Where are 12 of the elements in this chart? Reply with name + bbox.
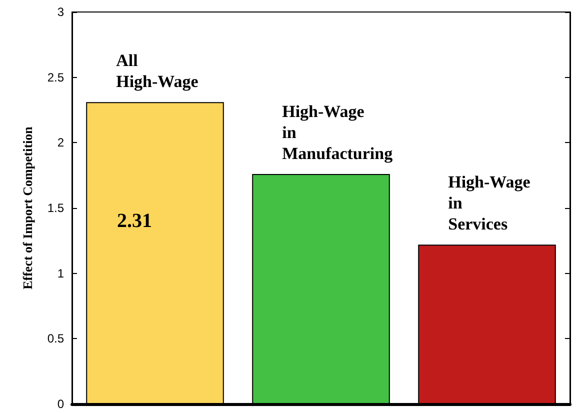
y-tick-label: 1	[57, 266, 64, 280]
y-axis-title: Effect of Import Competition	[20, 126, 35, 290]
x-tick-label: High-Wage in Manufacturing	[282, 102, 394, 164]
x-tick-label: High-Wage in Services	[448, 172, 531, 234]
y-tick-label: 3	[57, 5, 64, 19]
y-tick-label: 0.5	[47, 332, 64, 346]
y-tick-label: 1.5	[47, 201, 64, 215]
data-label: 2.31	[117, 210, 152, 232]
y-tick-label: 0	[57, 397, 64, 411]
x-tick-label: All High-Wage	[116, 51, 199, 92]
y-tick-label: 2	[57, 136, 64, 150]
y-tick-label: 2.5	[47, 70, 64, 84]
